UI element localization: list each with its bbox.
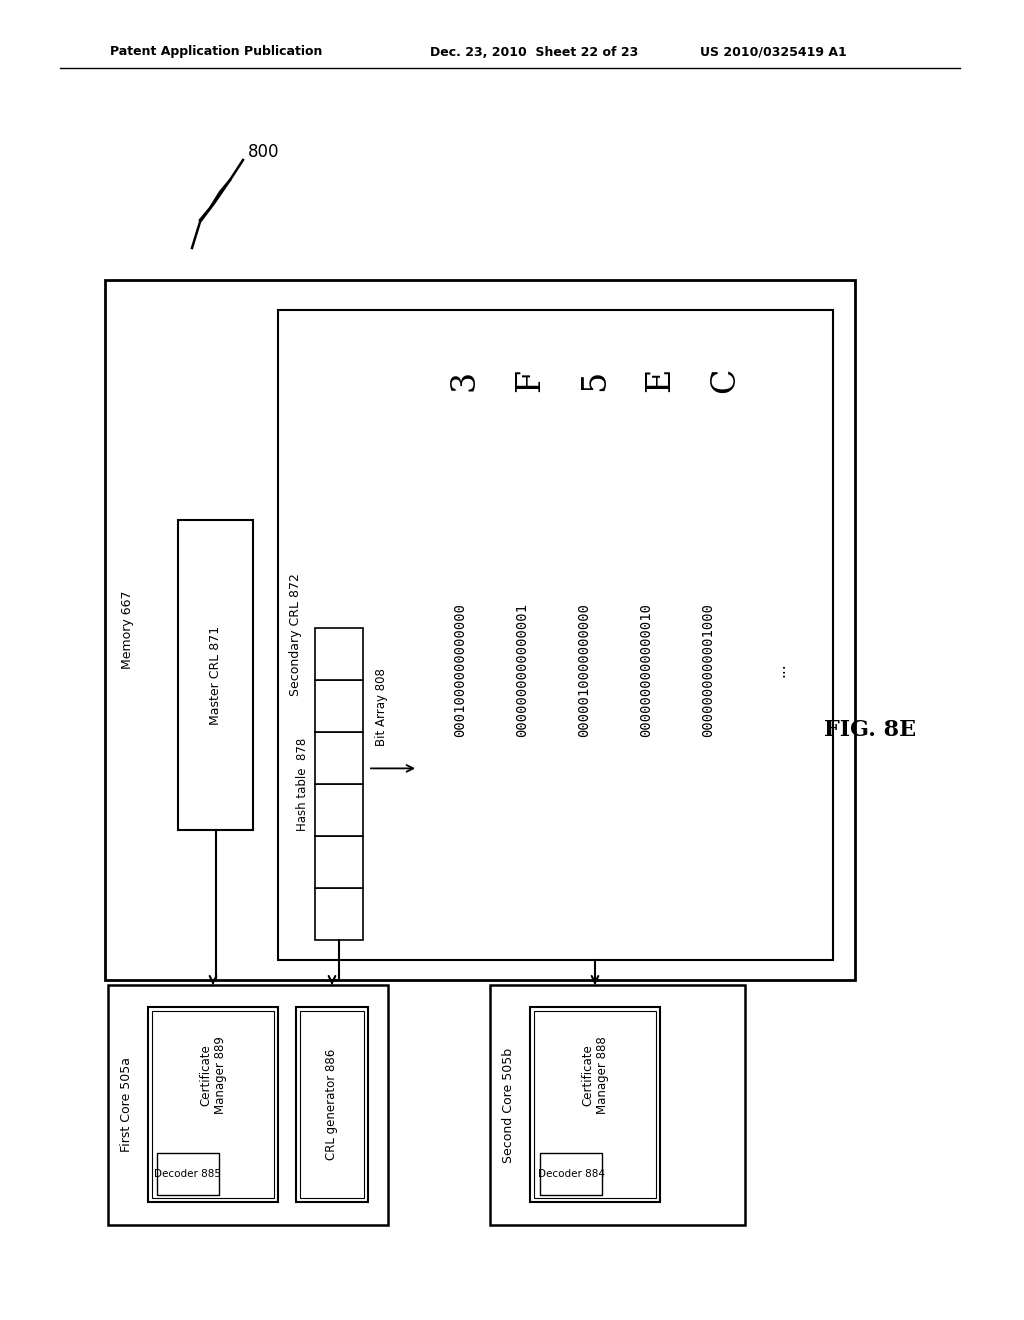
Bar — [152, 1011, 274, 1199]
Text: Bit Array 808: Bit Array 808 — [375, 668, 387, 746]
Text: Master CRL 871: Master CRL 871 — [209, 626, 222, 725]
Bar — [300, 1011, 364, 1199]
Text: Decoder 884: Decoder 884 — [538, 1170, 604, 1179]
Bar — [157, 1152, 219, 1195]
Text: Patent Application Publication: Patent Application Publication — [110, 45, 323, 58]
Bar — [315, 733, 362, 784]
Text: Certificate
Manager 888: Certificate Manager 888 — [581, 1036, 609, 1114]
Text: Dec. 23, 2010  Sheet 22 of 23: Dec. 23, 2010 Sheet 22 of 23 — [430, 45, 638, 58]
Text: FIG. 8E: FIG. 8E — [824, 719, 916, 741]
Bar — [540, 1152, 602, 1195]
Text: 0000000000000001: 0000000000000001 — [515, 603, 529, 737]
Text: C: C — [709, 367, 741, 393]
Bar — [148, 1007, 278, 1203]
Bar — [178, 520, 253, 830]
Text: First Core 505a: First Core 505a — [120, 1057, 132, 1152]
Text: Hash table  878: Hash table 878 — [297, 738, 309, 830]
Text: 0000000000001000: 0000000000001000 — [701, 603, 715, 737]
Text: 0000010000000000: 0000010000000000 — [577, 603, 591, 737]
Text: 0001000000000000: 0001000000000000 — [453, 603, 467, 737]
Text: CRL generator 886: CRL generator 886 — [326, 1049, 339, 1160]
Bar — [296, 1007, 368, 1203]
Text: 3: 3 — [449, 370, 481, 391]
Text: Secondary CRL 872: Secondary CRL 872 — [290, 574, 302, 697]
Bar — [278, 310, 833, 960]
Text: Decoder 885: Decoder 885 — [155, 1170, 221, 1179]
Bar — [105, 280, 855, 979]
Bar — [315, 784, 362, 836]
Text: 5: 5 — [579, 370, 611, 391]
Text: 800: 800 — [248, 143, 280, 161]
Text: 0000000000000010: 0000000000000010 — [639, 603, 653, 737]
Bar — [534, 1011, 656, 1199]
Bar — [108, 985, 388, 1225]
Bar — [315, 888, 362, 940]
Bar — [530, 1007, 660, 1203]
Bar — [315, 680, 362, 733]
Text: US 2010/0325419 A1: US 2010/0325419 A1 — [700, 45, 847, 58]
Bar — [315, 836, 362, 888]
Text: Certificate
Manager 889: Certificate Manager 889 — [199, 1036, 227, 1114]
Text: Memory 667: Memory 667 — [121, 591, 133, 669]
Bar — [490, 985, 745, 1225]
Text: ...: ... — [772, 663, 787, 677]
Text: Second Core 505b: Second Core 505b — [502, 1048, 514, 1163]
Bar — [315, 628, 362, 680]
Text: F: F — [514, 368, 546, 392]
Text: E: E — [644, 368, 676, 392]
